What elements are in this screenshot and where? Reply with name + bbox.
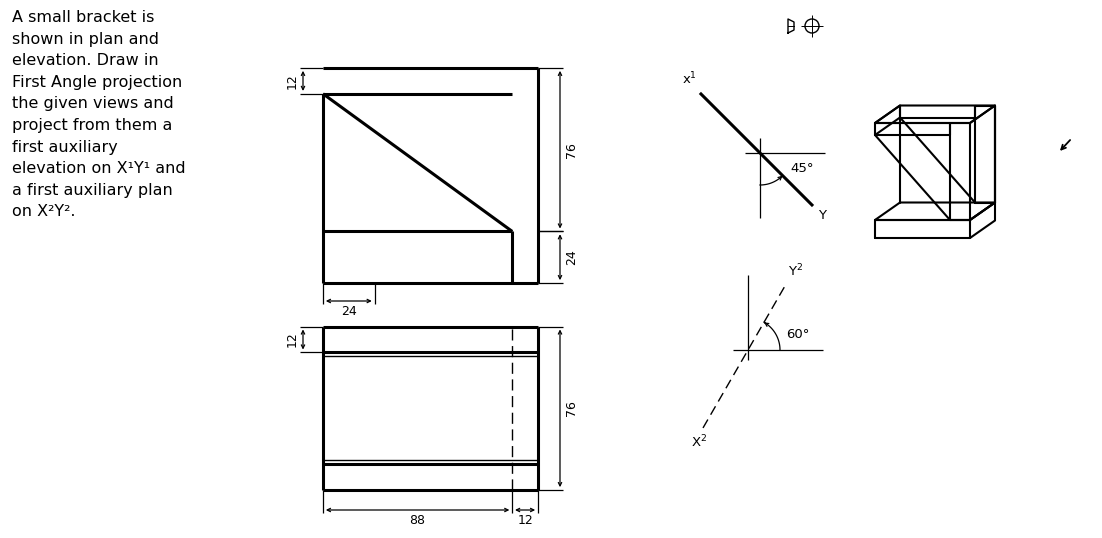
Text: Y: Y <box>818 209 826 222</box>
Text: X$^2$: X$^2$ <box>691 434 707 450</box>
Text: 24: 24 <box>341 305 357 318</box>
Text: 12: 12 <box>287 331 299 348</box>
Text: x$^1$: x$^1$ <box>682 70 696 87</box>
Text: 45°: 45° <box>790 161 813 174</box>
Text: A small bracket is
shown in plan and
elevation. Draw in
First Angle projection
t: A small bracket is shown in plan and ele… <box>12 10 185 220</box>
Text: 76: 76 <box>565 400 579 416</box>
Text: 12: 12 <box>287 73 299 89</box>
Text: 24: 24 <box>565 249 579 265</box>
Text: 88: 88 <box>410 514 425 527</box>
Text: Y$^2$: Y$^2$ <box>789 263 803 279</box>
Text: 76: 76 <box>565 141 579 158</box>
Text: 60°: 60° <box>786 329 809 342</box>
Text: 12: 12 <box>517 514 533 527</box>
